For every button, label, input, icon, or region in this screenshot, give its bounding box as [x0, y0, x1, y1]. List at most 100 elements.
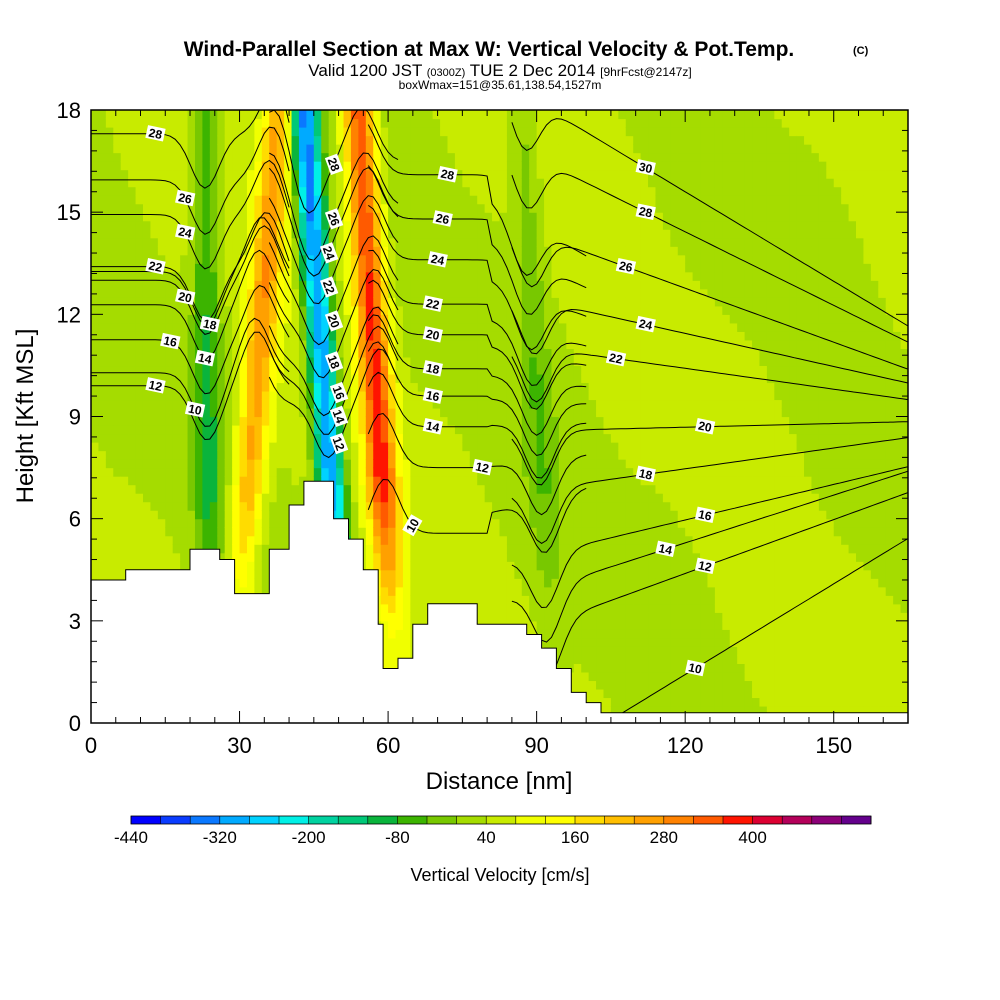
- velocity-cell: [254, 229, 263, 239]
- velocity-cell: [321, 195, 330, 205]
- velocity-cell: [380, 152, 389, 162]
- velocity-cell: [536, 569, 545, 579]
- velocity-cell: [254, 127, 263, 137]
- velocity-cell: [105, 127, 114, 137]
- velocity-cell: [135, 382, 144, 392]
- velocity-cell: [402, 586, 411, 596]
- velocity-cell: [98, 356, 107, 367]
- velocity-cell: [484, 161, 493, 171]
- velocity-cell: [469, 220, 478, 230]
- velocity-cell: [566, 144, 575, 154]
- velocity-cell: [536, 280, 545, 290]
- velocity-cell: [128, 220, 137, 230]
- velocity-cell: [506, 348, 515, 358]
- velocity-cell: [150, 535, 159, 545]
- velocity-cell: [425, 373, 434, 384]
- velocity-cell: [343, 356, 352, 367]
- velocity-cell: [306, 399, 315, 409]
- velocity-cell: [180, 246, 189, 256]
- velocity-cell: [157, 518, 166, 528]
- velocity-cell: [194, 493, 204, 503]
- velocity-cell: [395, 399, 404, 409]
- velocity-cell: [128, 314, 137, 324]
- velocity-cell: [499, 578, 508, 588]
- velocity-cell: [514, 425, 523, 435]
- velocity-cell: [603, 544, 612, 554]
- velocity-cell: [343, 501, 352, 511]
- velocity-cell: [573, 212, 582, 222]
- velocity-cell: [209, 263, 218, 273]
- velocity-cell: [350, 510, 359, 520]
- velocity-cell: [187, 254, 196, 264]
- velocity-cell: [417, 476, 426, 486]
- velocity-cell: [209, 442, 218, 452]
- velocity-cell: [165, 237, 174, 247]
- velocity-cell: [388, 195, 397, 205]
- velocity-cell: [358, 203, 367, 213]
- velocity-cell: [142, 161, 152, 171]
- velocity-cell: [581, 586, 590, 596]
- velocity-cell: [142, 416, 152, 426]
- velocity-cell: [91, 425, 100, 435]
- velocity-cell: [165, 356, 174, 367]
- velocity-cell: [209, 493, 218, 503]
- velocity-cell: [492, 595, 501, 605]
- velocity-cell: [380, 339, 389, 349]
- velocity-cell: [469, 425, 478, 435]
- velocity-cell: [194, 425, 204, 435]
- velocity-cell: [410, 110, 419, 120]
- velocity-cell: [298, 144, 307, 154]
- velocity-cell: [440, 561, 449, 571]
- velocity-cell: [499, 331, 508, 341]
- velocity-cell: [477, 416, 486, 426]
- velocity-cell: [373, 450, 382, 460]
- velocity-cell: [388, 629, 397, 639]
- velocity-cell: [343, 314, 352, 324]
- velocity-cell: [581, 288, 590, 298]
- velocity-cell: [187, 493, 196, 503]
- velocity-cell: [298, 450, 307, 460]
- velocity-cell: [469, 297, 478, 307]
- velocity-cell: [350, 195, 359, 205]
- velocity-cell: [128, 356, 137, 367]
- velocity-cell: [469, 407, 478, 418]
- velocity-cell: [544, 356, 553, 367]
- velocity-cell: [365, 407, 374, 418]
- velocity-cell: [506, 152, 515, 162]
- velocity-cell: [558, 629, 567, 639]
- velocity-cell: [142, 288, 152, 298]
- velocity-cell: [462, 135, 471, 145]
- velocity-cell: [566, 484, 575, 494]
- velocity-cell: [432, 169, 441, 179]
- velocity-cell: [551, 271, 560, 281]
- velocity-cell: [165, 178, 174, 188]
- velocity-cell: [558, 305, 567, 315]
- velocity-cell: [499, 203, 508, 213]
- velocity-cell: [395, 501, 404, 511]
- velocity-cell: [588, 178, 597, 188]
- velocity-cell: [514, 518, 523, 528]
- velocity-cell: [388, 135, 397, 145]
- velocity-cell: [447, 390, 456, 401]
- velocity-cell: [150, 314, 159, 324]
- velocity-cell: [358, 510, 367, 520]
- velocity-cell: [291, 382, 300, 392]
- velocity-cell: [336, 476, 345, 486]
- velocity-cell: [91, 331, 100, 341]
- velocity-cell: [536, 305, 545, 315]
- velocity-cell: [462, 399, 471, 409]
- velocity-cell: [462, 322, 471, 332]
- velocity-cell: [388, 425, 397, 435]
- velocity-cell: [321, 305, 330, 315]
- velocity-cell: [469, 484, 478, 494]
- velocity-cell: [246, 425, 255, 435]
- velocity-cell: [91, 203, 100, 213]
- velocity-cell: [410, 186, 419, 196]
- velocity-cell: [380, 314, 389, 324]
- velocity-cell: [321, 407, 330, 418]
- velocity-cell: [224, 263, 233, 273]
- velocity-cell: [477, 493, 486, 503]
- velocity-cell: [477, 425, 486, 435]
- velocity-cell: [551, 569, 560, 579]
- velocity-cell: [284, 203, 293, 213]
